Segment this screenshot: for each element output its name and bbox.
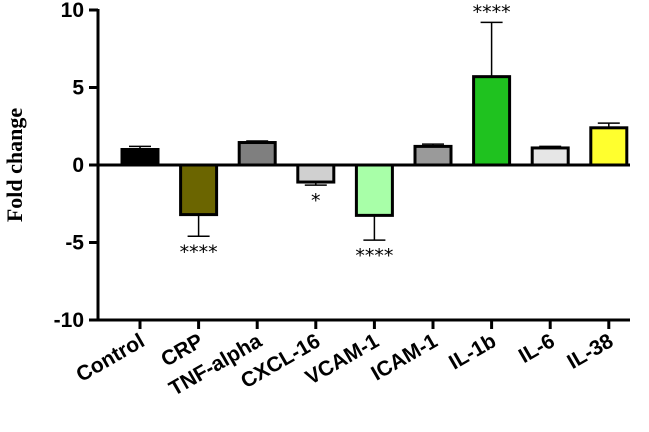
y-tick-label: -10	[54, 309, 84, 332]
bar-crp	[179, 163, 219, 217]
x-tick-label: IL-1b	[445, 329, 500, 374]
x-tick-label: IL-6	[515, 329, 559, 368]
significance-label: ****	[355, 245, 393, 267]
bar-il-38	[589, 126, 629, 167]
bar-vcam-1	[354, 163, 394, 217]
significance-labels: *************	[180, 1, 511, 267]
significance-label: ****	[473, 1, 511, 23]
bars-group	[120, 21, 629, 241]
y-axis-ticks: 10 5 0 -5 -10	[54, 0, 98, 332]
y-tick-label: 0	[72, 154, 84, 177]
bar-tnf-alpha	[237, 141, 277, 167]
significance-label: ****	[180, 241, 218, 263]
y-tick-label: 10	[61, 0, 84, 22]
y-tick-label: 5	[72, 77, 84, 100]
y-tick-label: -5	[65, 232, 84, 255]
x-tick-label: Control	[72, 329, 148, 386]
bar-il-1b	[472, 75, 512, 167]
bar-control	[120, 148, 160, 167]
significance-label: *	[311, 190, 321, 212]
bar-cxcl-16	[296, 163, 336, 184]
y-axis-label: Fold change	[2, 108, 27, 223]
bar-il-6	[530, 146, 570, 167]
x-tick-label: IL-38	[563, 329, 617, 374]
bar-icam-1	[413, 144, 453, 167]
x-tick-label: ICAM-1	[367, 329, 441, 385]
